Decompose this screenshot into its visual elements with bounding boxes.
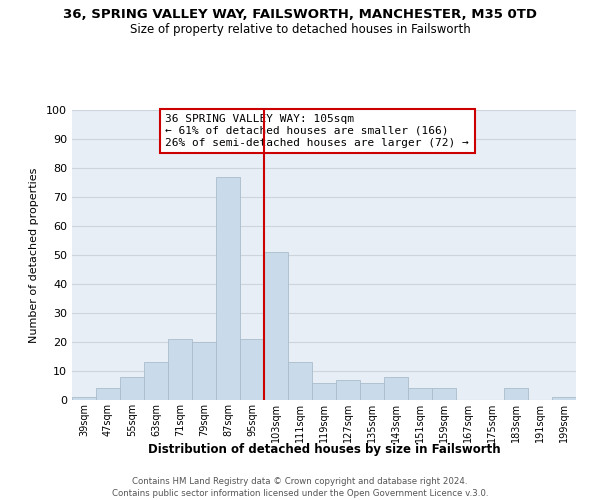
Bar bbox=[72, 397, 96, 400]
Bar bbox=[120, 377, 144, 400]
Bar bbox=[168, 339, 192, 400]
Bar bbox=[360, 382, 384, 400]
Text: 36 SPRING VALLEY WAY: 105sqm
← 61% of detached houses are smaller (166)
26% of s: 36 SPRING VALLEY WAY: 105sqm ← 61% of de… bbox=[165, 114, 469, 148]
Bar bbox=[552, 397, 576, 400]
Text: Distribution of detached houses by size in Failsworth: Distribution of detached houses by size … bbox=[148, 442, 500, 456]
Bar bbox=[288, 362, 312, 400]
Text: Contains public sector information licensed under the Open Government Licence v.: Contains public sector information licen… bbox=[112, 489, 488, 498]
Bar bbox=[264, 252, 288, 400]
Bar bbox=[336, 380, 360, 400]
Bar bbox=[96, 388, 120, 400]
Text: 36, SPRING VALLEY WAY, FAILSWORTH, MANCHESTER, M35 0TD: 36, SPRING VALLEY WAY, FAILSWORTH, MANCH… bbox=[63, 8, 537, 20]
Bar bbox=[216, 176, 240, 400]
Bar bbox=[312, 382, 336, 400]
Text: Size of property relative to detached houses in Failsworth: Size of property relative to detached ho… bbox=[130, 22, 470, 36]
Y-axis label: Number of detached properties: Number of detached properties bbox=[29, 168, 39, 342]
Bar bbox=[432, 388, 456, 400]
Bar bbox=[408, 388, 432, 400]
Text: Contains HM Land Registry data © Crown copyright and database right 2024.: Contains HM Land Registry data © Crown c… bbox=[132, 478, 468, 486]
Bar bbox=[192, 342, 216, 400]
Bar bbox=[384, 377, 408, 400]
Bar bbox=[144, 362, 168, 400]
Bar bbox=[240, 339, 264, 400]
Bar bbox=[504, 388, 528, 400]
